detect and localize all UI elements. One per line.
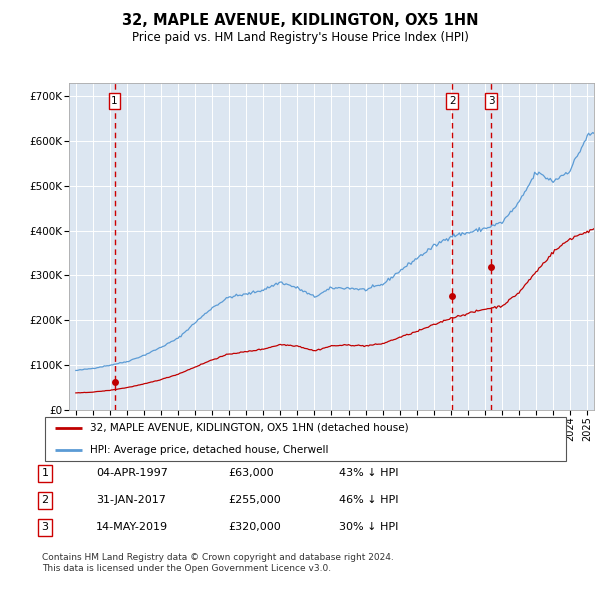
Text: £320,000: £320,000 (228, 523, 281, 532)
Text: 3: 3 (488, 96, 494, 106)
Text: HPI: Average price, detached house, Cherwell: HPI: Average price, detached house, Cher… (89, 445, 328, 455)
Text: Price paid vs. HM Land Registry's House Price Index (HPI): Price paid vs. HM Land Registry's House … (131, 31, 469, 44)
Text: 1: 1 (41, 468, 49, 478)
Text: 14-MAY-2019: 14-MAY-2019 (96, 523, 168, 532)
Text: 2: 2 (449, 96, 455, 106)
Text: 32, MAPLE AVENUE, KIDLINGTON, OX5 1HN: 32, MAPLE AVENUE, KIDLINGTON, OX5 1HN (122, 13, 478, 28)
Text: £255,000: £255,000 (228, 496, 281, 505)
Text: 3: 3 (41, 523, 49, 532)
FancyBboxPatch shape (44, 417, 566, 461)
Text: £63,000: £63,000 (228, 468, 274, 478)
Text: 1: 1 (111, 96, 118, 106)
Text: 32, MAPLE AVENUE, KIDLINGTON, OX5 1HN (detached house): 32, MAPLE AVENUE, KIDLINGTON, OX5 1HN (d… (89, 423, 408, 433)
Text: 2: 2 (41, 496, 49, 505)
Text: 43% ↓ HPI: 43% ↓ HPI (339, 468, 398, 478)
Text: 31-JAN-2017: 31-JAN-2017 (96, 496, 166, 505)
Text: 46% ↓ HPI: 46% ↓ HPI (339, 496, 398, 505)
Text: 30% ↓ HPI: 30% ↓ HPI (339, 523, 398, 532)
Text: 04-APR-1997: 04-APR-1997 (96, 468, 168, 478)
Text: Contains HM Land Registry data © Crown copyright and database right 2024.
This d: Contains HM Land Registry data © Crown c… (42, 553, 394, 573)
